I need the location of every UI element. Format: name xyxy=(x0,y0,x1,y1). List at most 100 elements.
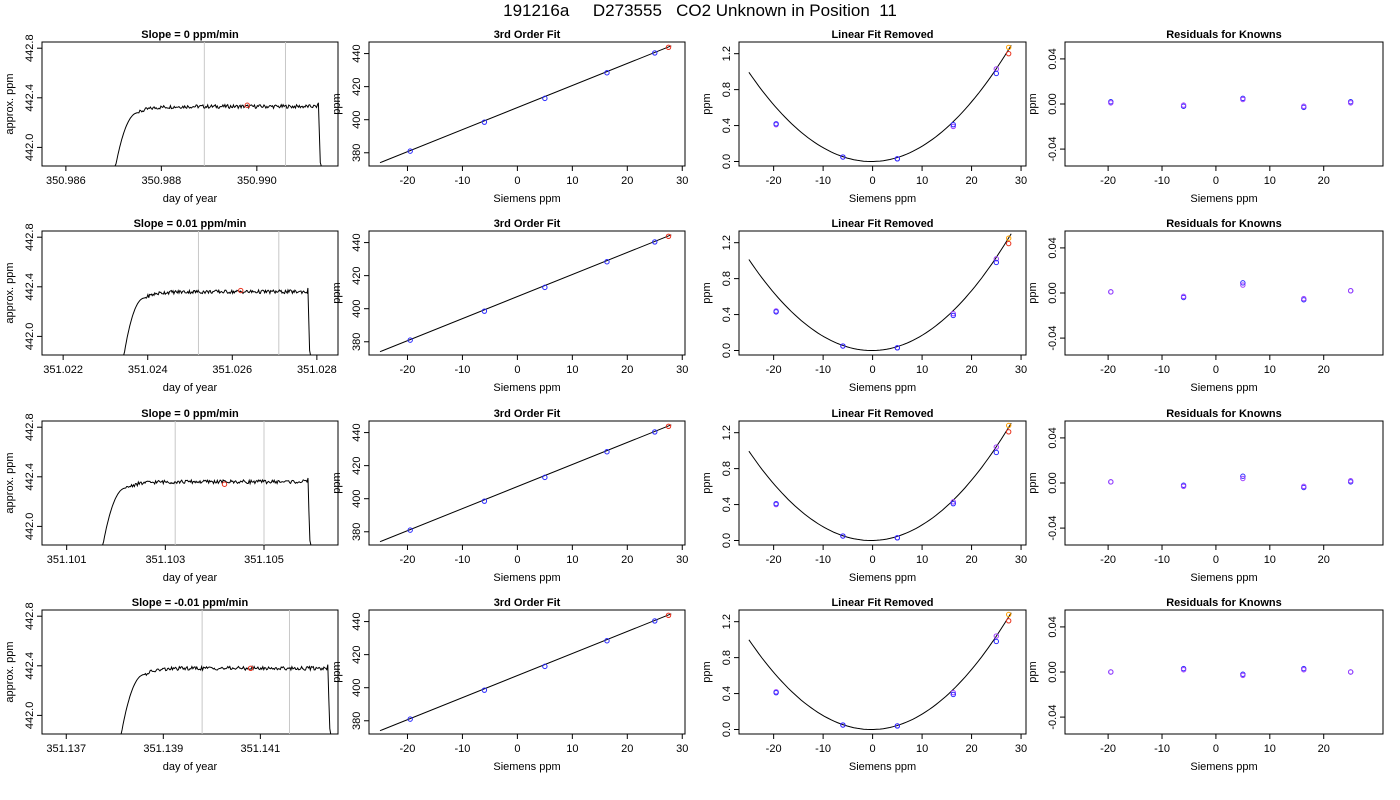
x-tick-label: 351.026 xyxy=(212,364,252,376)
y-tick-label: 442.8 xyxy=(24,223,36,251)
y-tick-label: 420 xyxy=(351,645,363,663)
known-point xyxy=(993,259,1000,266)
x-tick-label: 351.022 xyxy=(43,364,83,376)
x-tick-label: 10 xyxy=(916,743,928,755)
y-tick-label: -0.04 xyxy=(1047,326,1059,351)
residual-point-alt xyxy=(1180,483,1187,490)
x-tick-label: 351.139 xyxy=(143,743,183,755)
known-point xyxy=(840,343,846,349)
x-tick-label: 20 xyxy=(621,554,633,566)
panel-residuals-row3: Residuals for Knowns -20 -10 0 10 20 -0.04 0.00… xyxy=(1027,408,1384,584)
fit-line xyxy=(379,234,672,353)
known-point-alt xyxy=(950,499,956,505)
x-tick-label: 10 xyxy=(1264,743,1276,755)
y-tick-label: 0.4 xyxy=(721,686,733,701)
y-tick-label: 0.00 xyxy=(1047,282,1059,303)
x-tick-label: 20 xyxy=(621,364,633,376)
known-point-alt xyxy=(950,310,956,317)
residual-point-alt xyxy=(1240,672,1246,679)
y-tick-label: 0.00 xyxy=(1047,93,1059,114)
x-tick-label: 351.141 xyxy=(240,743,280,755)
panel-timeseries-row3: Slope = 0 ppm/min 351.101 351.103 351.105 44… xyxy=(4,408,339,584)
plot-frame xyxy=(368,609,686,735)
y-tick-label: 0.0 xyxy=(721,154,733,169)
y-tick-label: 440 xyxy=(351,44,363,62)
y-tick-label: -0.04 xyxy=(1047,137,1059,162)
y-tick-label: 442.8 xyxy=(24,34,36,62)
unknown-point xyxy=(1005,240,1012,247)
panel-fit-row2: 3rd Order Fit -20 -10 0 10 20 30 380 400 420 440 Si… xyxy=(331,218,688,394)
known-point xyxy=(773,500,779,507)
y-tick-label: 380 xyxy=(351,333,363,351)
unknown-point xyxy=(665,233,672,239)
plot-frame xyxy=(738,41,1027,167)
y-tick-label: 1.2 xyxy=(721,235,733,250)
x-tick-label: 10 xyxy=(916,364,928,376)
x-tick-label: 0 xyxy=(514,175,520,187)
y-tick-label: 442.4 xyxy=(24,463,36,491)
plot-frame xyxy=(368,420,686,546)
panel-title: Residuals for Knowns xyxy=(1166,408,1282,420)
panel-residuals-row1: Residuals for Knowns -20 -10 0 10 20 -0.04 0.00… xyxy=(1027,29,1384,205)
unknown-point xyxy=(665,612,672,618)
panel-title: 3rd Order Fit xyxy=(494,29,561,41)
x-tick-label: -20 xyxy=(766,554,782,566)
known-point xyxy=(542,474,548,481)
fit-line xyxy=(379,613,672,732)
residual-point xyxy=(1240,473,1246,479)
x-tick-label: 30 xyxy=(676,554,688,566)
plot-frame xyxy=(41,230,339,356)
known-point xyxy=(652,429,658,435)
unknown-point-alt xyxy=(1005,422,1012,429)
residual-point-alt xyxy=(1347,669,1354,675)
page-title: 191216a D273555 CO2 Unknown in Position … xyxy=(503,1,897,20)
panel-residuals-row4: Residuals for Knowns -20 -10 0 10 20 -0.04 0.00… xyxy=(1027,597,1384,773)
known-point xyxy=(894,535,901,541)
panel-title: Slope = 0.01 ppm/min xyxy=(134,218,247,230)
y-tick-label: 442.4 xyxy=(24,652,36,680)
x-tick-label: 0 xyxy=(514,364,520,376)
x-tick-label: 351.105 xyxy=(244,554,284,566)
x-tick-label: -10 xyxy=(1154,743,1170,755)
concentration-trace xyxy=(98,477,312,546)
x-tick-label: -10 xyxy=(815,554,831,566)
known-point xyxy=(604,70,610,76)
x-tick-label: 10 xyxy=(566,364,578,376)
y-tick-label: 0.4 xyxy=(721,118,733,133)
plot-frame xyxy=(368,41,686,167)
panel-title: Linear Fit Removed xyxy=(831,29,933,41)
unknown-marker xyxy=(244,102,250,108)
x-tick-label: 10 xyxy=(1264,554,1276,566)
x-tick-label: -20 xyxy=(400,175,416,187)
x-tick-label: -20 xyxy=(766,743,782,755)
x-tick-label: 0 xyxy=(870,364,876,376)
y-axis-label: ppm xyxy=(1027,93,1039,114)
fit-curve xyxy=(748,45,1012,162)
y-tick-label: 442.8 xyxy=(24,602,36,630)
y-tick-label: 420 xyxy=(351,77,363,95)
known-point xyxy=(840,154,846,160)
known-point xyxy=(604,638,610,644)
x-tick-label: -20 xyxy=(1100,175,1116,187)
residual-point-alt xyxy=(1108,289,1114,295)
y-tick-label: 0.0 xyxy=(721,533,733,548)
x-tick-label: 20 xyxy=(1318,364,1330,376)
x-tick-label: 0 xyxy=(1213,743,1219,755)
y-tick-label: 442.4 xyxy=(24,84,36,112)
residual-point-alt xyxy=(1301,483,1307,490)
x-axis-label: Siemens ppm xyxy=(493,382,560,394)
y-tick-label: -0.04 xyxy=(1047,516,1059,541)
x-tick-label: 30 xyxy=(1015,554,1027,566)
x-tick-label: 0 xyxy=(1213,554,1219,566)
y-axis-label: approx. ppm xyxy=(4,262,16,323)
x-tick-label: 20 xyxy=(965,554,977,566)
y-axis-label: ppm xyxy=(1027,472,1039,493)
x-tick-label: 350.990 xyxy=(237,175,277,187)
panel-title: Slope = -0.01 ppm/min xyxy=(132,597,249,609)
known-point xyxy=(542,284,548,291)
x-tick-label: 0 xyxy=(870,175,876,187)
known-point xyxy=(773,121,779,127)
known-point xyxy=(604,449,610,455)
y-tick-label: 442.4 xyxy=(24,273,36,301)
y-tick-label: 0.8 xyxy=(721,650,733,665)
